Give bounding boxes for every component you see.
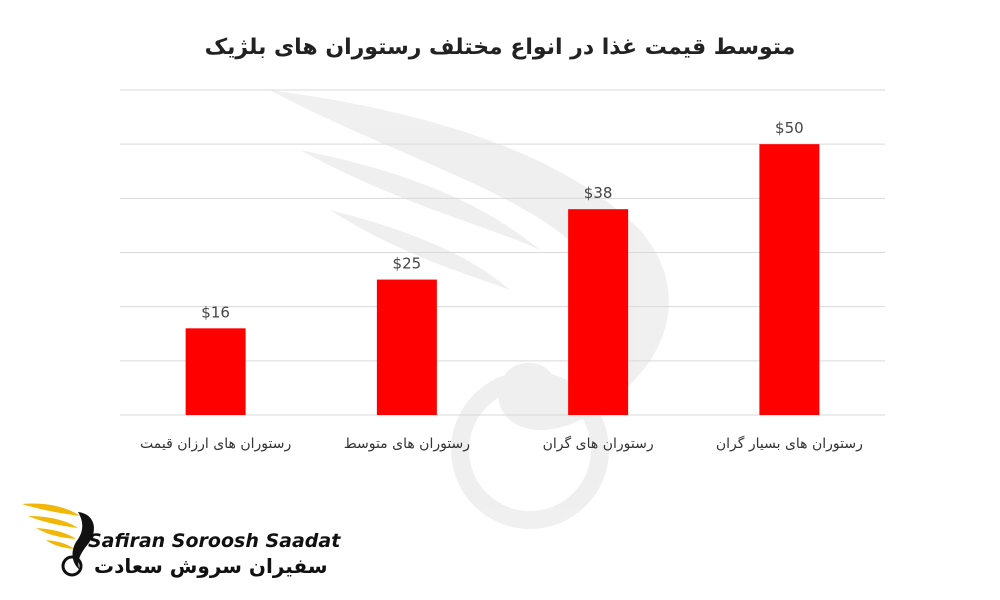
category-labels: رستوران های ارزان قیمت رستوران های متوسط ر… xyxy=(140,435,863,452)
logo-persian-text: سفیران سروش سعادت xyxy=(94,554,328,578)
grid-lines xyxy=(120,89,885,416)
bar xyxy=(759,144,820,415)
bar xyxy=(376,279,437,415)
value-labels: $16 $25 $38 $50 xyxy=(201,119,803,321)
bar-value-label: $50 xyxy=(775,119,804,137)
bar-value-label: $25 xyxy=(393,255,422,273)
brand-logo: Safiran Soroosh Saadat سفیران سروش سعادت xyxy=(18,492,340,587)
bird-logo-icon xyxy=(22,503,94,577)
category-label: رستوران های ارزان قیمت xyxy=(140,436,291,452)
bar xyxy=(185,328,246,415)
logo-latin-text: Safiran Soroosh Saadat xyxy=(88,530,341,552)
chart-title: متوسط قیمت غذا در انواع مختلف رستوران ها… xyxy=(205,35,796,60)
bar-value-label: $16 xyxy=(201,303,230,321)
category-label: رستوران های بسیار گران xyxy=(716,435,863,452)
bar-value-label: $38 xyxy=(584,184,613,202)
bars xyxy=(185,144,820,415)
category-label: رستوران های گران xyxy=(543,435,654,452)
bar xyxy=(568,209,629,415)
category-label: رستوران های متوسط xyxy=(344,436,470,452)
